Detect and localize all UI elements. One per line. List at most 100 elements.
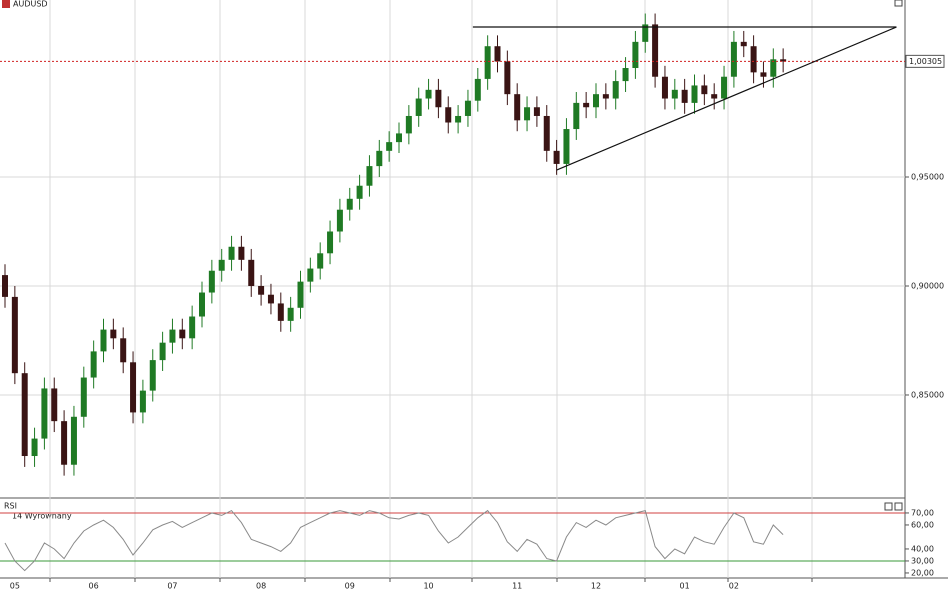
- candle-body: [376, 150, 383, 167]
- x-tick-label: 09: [345, 582, 355, 591]
- candle-body: [110, 329, 117, 339]
- candle-body: [317, 253, 324, 269]
- candle-body: [61, 421, 68, 465]
- candle-body: [90, 351, 97, 378]
- symbol-icon: [2, 0, 10, 8]
- rsi-line: [4, 509, 784, 572]
- rsi-title: RSI: [4, 502, 17, 511]
- candle-body: [543, 115, 550, 151]
- candle-body: [228, 246, 235, 260]
- candle-body: [711, 94, 718, 99]
- candle-body: [721, 76, 728, 99]
- candle-body: [199, 292, 205, 317]
- chart-title: AUDUSD: [13, 0, 48, 9]
- candle-body: [642, 24, 649, 42]
- candle-body: [652, 24, 659, 77]
- candle-body: [277, 303, 284, 321]
- candle-body: [149, 360, 156, 391]
- panel-button[interactable]: [884, 502, 893, 511]
- candle-body: [524, 107, 531, 121]
- y-tick-label: 0,95000: [911, 173, 944, 182]
- candle-body: [504, 61, 511, 95]
- x-tick-label: 12: [591, 582, 601, 591]
- candle-body: [248, 259, 255, 286]
- candle-body: [671, 89, 678, 99]
- candle-body: [267, 294, 274, 304]
- x-tick-label: 01: [680, 582, 690, 591]
- candle-body: [307, 268, 314, 282]
- candle-body: [701, 85, 708, 95]
- y-tick-label: 40,00: [911, 544, 934, 553]
- candle-body: [356, 185, 363, 199]
- candle-body: [632, 41, 639, 69]
- candle-body: [41, 388, 48, 439]
- candle-body: [681, 89, 688, 103]
- candle-body: [327, 231, 334, 254]
- candle-body: [691, 85, 698, 103]
- x-tick-label: 11: [512, 582, 522, 591]
- y-tick-label: 20,00: [911, 568, 934, 577]
- candle-body: [120, 338, 127, 363]
- candle-body: [258, 285, 265, 295]
- candle-body: [435, 89, 442, 108]
- candle-body: [159, 342, 166, 361]
- candle-body: [455, 115, 462, 123]
- candle-body: [533, 107, 540, 116]
- y-tick-label: 70,00: [911, 508, 934, 517]
- candle-body: [218, 259, 225, 271]
- candle-body: [366, 166, 373, 186]
- x-tick-label: 02: [729, 582, 739, 591]
- last-price-box: [905, 54, 945, 68]
- candle-body: [770, 59, 777, 77]
- y-tick-label: 0,85000: [911, 390, 944, 399]
- candle-body: [238, 246, 245, 260]
- candle-body: [760, 72, 767, 77]
- panel-button[interactable]: [894, 0, 903, 7]
- candle-body: [336, 209, 343, 232]
- candle-body: [612, 81, 619, 99]
- candle-body: [297, 281, 304, 308]
- rsi-subtitle: 14 Wyrownany: [12, 512, 72, 521]
- candle-body: [100, 329, 107, 352]
- candle-body: [573, 102, 580, 130]
- candle-body: [730, 41, 737, 77]
- candle-body: [31, 438, 38, 457]
- candle-body: [21, 373, 28, 457]
- candle-body: [494, 46, 501, 62]
- candle-body: [514, 94, 521, 121]
- candle-body: [622, 68, 629, 82]
- candle-body: [169, 329, 176, 343]
- y-tick-label: 30,00: [911, 556, 934, 565]
- candle-body: [750, 46, 757, 73]
- y-tick-label: 0,90000: [911, 281, 944, 290]
- candle-body: [593, 94, 599, 108]
- candle-body: [80, 377, 87, 417]
- candle-body: [139, 390, 146, 413]
- candle-body: [189, 316, 196, 339]
- candle-body: [445, 107, 452, 123]
- candle-body: [602, 94, 609, 99]
- candle-body: [474, 78, 481, 101]
- trendline: [556, 26, 897, 171]
- x-tick-label: 06: [89, 582, 99, 591]
- candle-body: [583, 102, 590, 108]
- candle-body: [208, 270, 215, 293]
- x-tick-label: 07: [167, 582, 177, 591]
- candle-body: [396, 133, 402, 143]
- candle-body: [425, 89, 432, 99]
- candle-body: [2, 275, 8, 297]
- candle-body: [464, 100, 471, 116]
- candle-body: [415, 98, 422, 116]
- panel-button[interactable]: [894, 502, 903, 511]
- x-tick-label: 05: [10, 582, 20, 591]
- candle-body: [405, 115, 412, 134]
- candle-body: [740, 41, 747, 47]
- candle-body: [553, 150, 560, 164]
- candle-body: [51, 388, 58, 422]
- last-price-label: 1,00305: [909, 57, 942, 66]
- candle-body: [346, 198, 353, 210]
- candle-body: [130, 362, 137, 413]
- candle-body: [386, 142, 393, 151]
